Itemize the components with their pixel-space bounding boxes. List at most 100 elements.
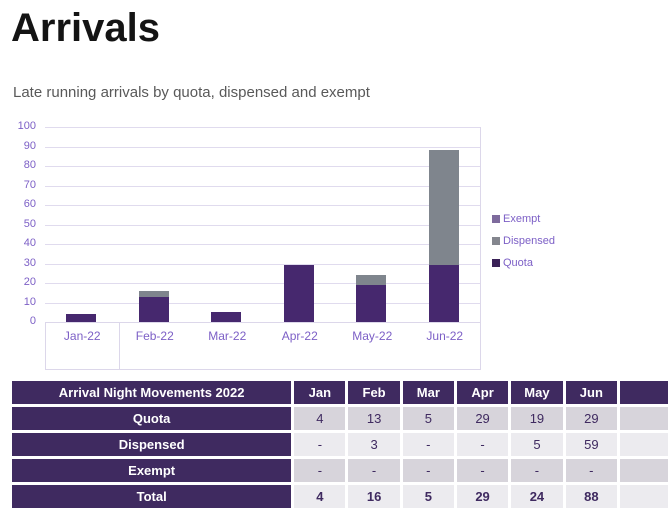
table-cell: - bbox=[456, 433, 509, 456]
x-axis-label: Apr-22 bbox=[281, 329, 318, 343]
y-gridline bbox=[45, 185, 480, 187]
y-gridline bbox=[45, 283, 480, 284]
table-cell: 29 bbox=[456, 407, 509, 430]
table-cell: 4 bbox=[294, 407, 346, 430]
legend-label: Quota bbox=[503, 257, 533, 269]
bar-segment-quota-apr-22 bbox=[283, 265, 314, 322]
table-row-label: Dispensed bbox=[12, 433, 292, 456]
table-title-header-cell: Arrival Night Movements 2022 bbox=[12, 381, 292, 404]
table-cell: 5 bbox=[402, 485, 454, 508]
table-cell: 29 bbox=[456, 485, 509, 508]
y-axis-tick-label: 80 bbox=[23, 159, 36, 171]
table-cell: - bbox=[456, 459, 509, 482]
table-row-label: Quota bbox=[12, 407, 292, 430]
y-axis-tick-label: 100 bbox=[17, 120, 36, 132]
data-table: Arrival Night Movements 2022 Jan Feb Mar Apr… bbox=[9, 378, 671, 511]
table-cell: - bbox=[294, 433, 346, 456]
data-table-wrap: Arrival Night Movements 2022 Jan Feb Mar Apr… bbox=[9, 378, 671, 511]
legend-swatch-icon bbox=[492, 259, 500, 267]
bar-segment-dispensed-jun-22 bbox=[428, 150, 459, 266]
table-cell: 19 bbox=[511, 407, 563, 430]
table-cell: - bbox=[511, 459, 563, 482]
table-cell: 5 bbox=[511, 433, 563, 456]
table-cell: - bbox=[565, 459, 617, 482]
table-month-header: Apr bbox=[456, 381, 509, 404]
x-axis-label: Jun-22 bbox=[426, 329, 464, 343]
x-axis-label: Mar-22 bbox=[208, 329, 247, 343]
table-clipped-cell bbox=[619, 485, 668, 508]
bar-segment-quota-feb-22 bbox=[138, 296, 169, 322]
bar-segment-dispensed-may-22 bbox=[356, 275, 387, 285]
table-header-row: Arrival Night Movements 2022 Jan Feb Mar Apr… bbox=[12, 381, 668, 404]
table-month-header: May bbox=[511, 381, 563, 404]
table-clipped-header-cell bbox=[619, 381, 668, 404]
x-axis-label: May-22 bbox=[352, 329, 393, 343]
page-title: Arrivals bbox=[11, 6, 160, 50]
y-axis-tick-label: 30 bbox=[23, 256, 36, 269]
table-month-header: Jan bbox=[294, 381, 346, 404]
chart-legend: Exempt Dispensed Quota bbox=[492, 213, 555, 279]
table-row: Total 4 16 5 29 24 88 bbox=[12, 485, 668, 508]
y-gridline bbox=[45, 127, 480, 128]
y-gridline bbox=[45, 244, 480, 245]
table-cell: 13 bbox=[348, 407, 400, 430]
table-cell: 59 bbox=[565, 433, 617, 456]
y-gridline bbox=[45, 302, 480, 304]
y-gridline bbox=[45, 166, 480, 167]
plot-area-right-border bbox=[480, 127, 481, 322]
table-cell: 4 bbox=[294, 485, 346, 508]
table-row-label: Total bbox=[12, 485, 292, 508]
table-month-header: Feb bbox=[348, 381, 400, 404]
y-axis-tick-label: 0 bbox=[29, 315, 36, 327]
y-gridline bbox=[45, 224, 480, 226]
y-axis-tick-label: 40 bbox=[23, 237, 36, 249]
y-axis-tick-label: 60 bbox=[23, 198, 36, 210]
table-cell: - bbox=[294, 459, 346, 482]
y-axis-tick-label: 70 bbox=[23, 178, 36, 191]
table-cell: 3 bbox=[348, 433, 400, 456]
y-axis-tick-label: 90 bbox=[23, 139, 36, 152]
table-cell: 16 bbox=[348, 485, 400, 508]
table-row: Quota 4 13 5 29 19 29 bbox=[12, 407, 668, 430]
legend-swatch-icon bbox=[492, 237, 500, 245]
y-axis-tick-label: 50 bbox=[23, 217, 36, 230]
y-axis-tick-label: 20 bbox=[23, 276, 36, 288]
x-axis-divider bbox=[118, 323, 120, 369]
x-axis-label: Jan-22 bbox=[63, 329, 101, 343]
legend-item-quota: Quota bbox=[492, 257, 555, 269]
y-gridline bbox=[45, 263, 480, 265]
table-row: Exempt - - - - - - bbox=[12, 459, 668, 482]
legend-label: Exempt bbox=[503, 213, 541, 225]
table-cell: - bbox=[402, 459, 454, 482]
x-axis-band: Jan-22 Feb-22 Mar-22 Apr-22 May-22 Jun-22 bbox=[45, 322, 481, 370]
legend-swatch-icon bbox=[492, 215, 500, 223]
x-axis-label: Feb-22 bbox=[135, 329, 174, 343]
table-cell: 29 bbox=[565, 407, 617, 430]
y-gridline bbox=[45, 205, 480, 206]
y-axis-tick-label: 10 bbox=[23, 295, 36, 308]
bar-segment-dispensed-feb-22 bbox=[138, 290, 169, 297]
bar-segment-quota-jun-22 bbox=[428, 265, 459, 322]
bar-segment-quota-jan-22 bbox=[66, 314, 97, 322]
table-row-label: Exempt bbox=[12, 459, 292, 482]
y-gridline bbox=[45, 146, 480, 148]
legend-item-exempt: Exempt bbox=[492, 213, 555, 225]
table-month-header: Jun bbox=[565, 381, 617, 404]
table-cell: 24 bbox=[511, 485, 563, 508]
table-month-header: Mar bbox=[402, 381, 454, 404]
legend-label: Dispensed bbox=[503, 235, 555, 247]
stacked-bar-chart: 0 10 20 30 40 50 60 70 80 90 100 Jan-22 Feb-22 Mar-22… bbox=[0, 115, 671, 377]
bar-segment-quota-mar-22 bbox=[211, 312, 242, 322]
chart-subtitle: Late running arrivals by quota, dispense… bbox=[13, 84, 370, 101]
table-cell: - bbox=[348, 459, 400, 482]
legend-item-dispensed: Dispensed bbox=[492, 235, 555, 247]
table-cell: 5 bbox=[402, 407, 454, 430]
bar-segment-quota-may-22 bbox=[356, 284, 387, 322]
table-cell: 88 bbox=[565, 485, 617, 508]
table-clipped-cell bbox=[619, 459, 668, 482]
table-cell: - bbox=[402, 433, 454, 456]
table-row: Dispensed -3- -5 59 bbox=[12, 433, 668, 456]
table-clipped-cell bbox=[619, 433, 668, 456]
table-clipped-cell bbox=[619, 407, 668, 430]
